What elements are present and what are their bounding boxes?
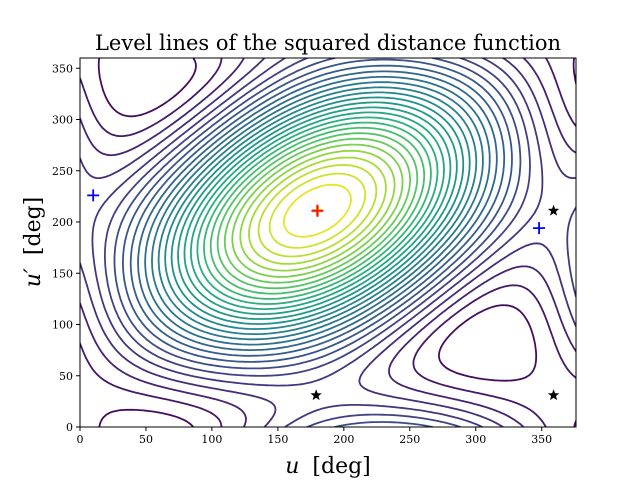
- y-tick-label: 50: [59, 370, 73, 383]
- contour-level: [129, 64, 506, 357]
- contour-level: [209, 126, 426, 295]
- contour-level: [91, 58, 576, 427]
- contour-level: [183, 106, 452, 315]
- y-tick-label: 0: [66, 421, 73, 434]
- plus-marker: [533, 222, 546, 235]
- x-tick-label: 100: [201, 433, 222, 446]
- y-tick-label: 200: [52, 216, 73, 229]
- contour-level: [170, 96, 465, 325]
- contour-level: [203, 121, 432, 300]
- x-axis-label: u [deg]: [285, 454, 371, 479]
- contour-level: [151, 81, 484, 341]
- contour-level: [137, 70, 498, 351]
- x-axis-label-unit: [deg]: [312, 454, 370, 479]
- y-tick-label: 250: [52, 165, 73, 178]
- x-tick-label: 150: [267, 433, 288, 446]
- x-tick-label: 200: [333, 433, 354, 446]
- contour-level: [196, 116, 439, 305]
- contour-level: [164, 91, 471, 330]
- contour-level: [268, 172, 367, 249]
- contour-level: [283, 183, 352, 238]
- star-marker: [547, 389, 560, 401]
- x-tick-label: 0: [77, 433, 84, 446]
- contour-lines: [80, 58, 576, 427]
- y-tick-label: 150: [52, 267, 73, 280]
- star-marker: [547, 204, 560, 216]
- contour-level: [190, 111, 445, 310]
- contour-level: [248, 156, 387, 265]
- y-tick-label: 350: [52, 62, 73, 75]
- contour-level: [144, 75, 491, 346]
- contour-level: [231, 143, 404, 278]
- contour-level: [257, 164, 378, 258]
- chart-title: Level lines of the squared distance func…: [95, 31, 561, 55]
- contour-level: [80, 58, 576, 427]
- contour-level: [216, 132, 419, 290]
- contour-level: [97, 58, 576, 427]
- plot-frame: [79, 57, 577, 428]
- contour-level: [223, 137, 411, 284]
- x-tick-label: 350: [531, 433, 552, 446]
- plus-marker: [87, 189, 100, 202]
- contour-level: [239, 149, 396, 272]
- x-axis-label-var: u: [285, 454, 299, 479]
- y-tick-label: 100: [52, 319, 73, 332]
- x-tick-label: 250: [399, 433, 420, 446]
- x-tick-label: 300: [465, 433, 486, 446]
- plus-marker-overlay: [311, 204, 324, 217]
- contour-level: [122, 58, 513, 363]
- x-axis-ticks: 0 50 100 150 200 250 300 350: [77, 427, 552, 446]
- contour-level: [157, 86, 478, 335]
- x-tick-label: 50: [139, 433, 153, 446]
- y-tick-label: 300: [52, 114, 73, 127]
- contour-level: [80, 58, 576, 427]
- y-axis-ticks: 0 50 100 150 200 250 300 350: [52, 62, 80, 434]
- contour-level: [177, 101, 458, 320]
- y-axis-label-unit: [deg]: [21, 197, 46, 255]
- point-markers: [87, 189, 560, 401]
- y-axis-label-var: u′: [21, 268, 46, 287]
- y-axis-label: u′ [deg]: [21, 197, 46, 288]
- star-marker: [310, 389, 322, 401]
